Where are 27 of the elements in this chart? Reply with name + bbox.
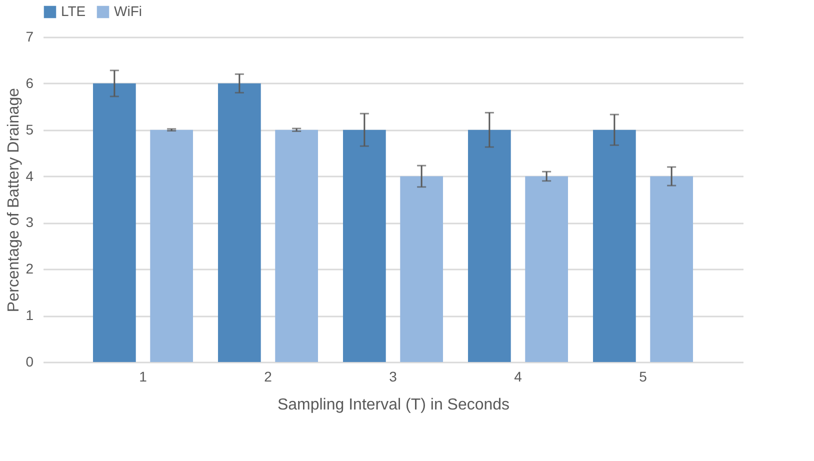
x-tick-label: 4 [514, 368, 522, 384]
legend-label: WiFi [114, 3, 142, 19]
y-tick-label: 1 [26, 307, 34, 324]
y-tick-label: 0 [26, 354, 34, 370]
x-tick-label: 2 [264, 368, 272, 384]
bar [400, 176, 443, 362]
bar [593, 130, 636, 362]
bar [150, 130, 193, 362]
x-tick-label: 5 [639, 368, 648, 384]
bar [525, 176, 568, 362]
x-tick-label: 1 [139, 368, 148, 384]
bar [650, 176, 693, 362]
bar [218, 83, 261, 362]
bar [275, 130, 318, 362]
y-axis-title: Percentage of Battery Drainage [6, 88, 23, 312]
x-tick-label: 3 [389, 368, 398, 384]
bar [343, 130, 386, 362]
y-tick-label: 4 [26, 168, 34, 184]
y-tick-label: 7 [26, 28, 34, 44]
legend-label: LTE [61, 3, 86, 19]
bar [468, 130, 511, 362]
y-tick-label: 5 [26, 121, 34, 138]
x-axis-title: Sampling Interval (T) in Seconds [277, 396, 510, 414]
bar [93, 83, 136, 362]
y-tick-label: 3 [26, 214, 34, 230]
y-tick-label: 2 [26, 260, 34, 277]
y-tick-label: 6 [26, 74, 34, 91]
